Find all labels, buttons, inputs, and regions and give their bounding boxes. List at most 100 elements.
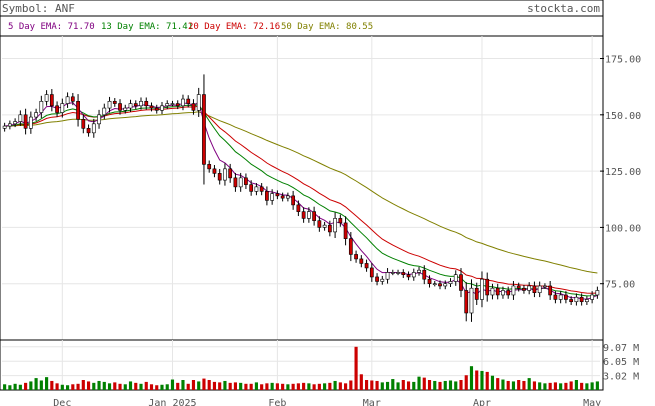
volume-bar xyxy=(480,370,484,390)
candle-body xyxy=(485,278,490,296)
volume-axis: 3.02 M 6.05 M 9.07 M xyxy=(603,343,639,383)
volume-bar xyxy=(412,381,416,390)
y-tick-label: 75.00 xyxy=(605,280,635,291)
candle xyxy=(564,291,568,304)
candle xyxy=(338,214,343,227)
candle-body xyxy=(7,123,12,127)
candle xyxy=(76,94,80,127)
volume-bar xyxy=(464,375,468,390)
candle-body xyxy=(343,222,348,239)
candle-body xyxy=(55,105,59,113)
volume-bar xyxy=(223,380,227,390)
volume-bar xyxy=(286,384,290,390)
volume-bar xyxy=(459,380,463,390)
candle xyxy=(427,275,432,288)
candle-body xyxy=(165,103,170,107)
volume-bar xyxy=(359,374,363,390)
candle-body xyxy=(275,193,280,197)
volume-bar xyxy=(24,382,28,390)
volume-bar xyxy=(485,371,489,390)
candles xyxy=(2,74,600,322)
candle xyxy=(485,272,490,302)
volume-bar xyxy=(344,383,348,390)
volume-bar xyxy=(65,385,70,390)
candle-body xyxy=(432,283,437,286)
volume-bar xyxy=(417,376,421,390)
volume-bar xyxy=(433,380,437,390)
candle xyxy=(175,100,180,110)
volume-bar xyxy=(406,381,411,390)
candle-body xyxy=(39,101,44,113)
volume-bar xyxy=(427,380,432,390)
volume-bar xyxy=(207,380,211,390)
volume-bar xyxy=(92,382,96,390)
x-tick-label: Feb xyxy=(268,398,286,406)
candle-body xyxy=(238,177,243,188)
candle xyxy=(432,281,437,287)
volume-bar xyxy=(18,384,22,390)
candle xyxy=(495,283,500,300)
candle-body xyxy=(396,272,400,274)
candle xyxy=(327,220,332,237)
candle xyxy=(459,268,463,298)
candle xyxy=(390,269,395,276)
candle xyxy=(585,296,589,305)
candle xyxy=(422,265,427,285)
candle xyxy=(595,286,600,299)
candle xyxy=(217,168,222,185)
candle xyxy=(154,104,159,114)
candle-body xyxy=(60,103,65,113)
volume-bar xyxy=(296,383,300,390)
candle xyxy=(212,165,217,178)
candle-body xyxy=(81,119,86,129)
candle-body xyxy=(97,114,101,125)
legend-ema20: 20 Day EMA: 72.16 xyxy=(188,22,280,32)
candle-body xyxy=(369,267,374,278)
candle xyxy=(186,95,191,108)
candle-body xyxy=(149,105,154,109)
volume-bar xyxy=(574,380,578,390)
candle-body xyxy=(532,285,537,294)
header-bar xyxy=(0,0,604,17)
x-tick-label: Apr xyxy=(473,398,491,406)
candle xyxy=(202,74,206,185)
volume-bar xyxy=(260,384,264,390)
volume-bar xyxy=(522,380,526,390)
candle xyxy=(223,163,227,186)
candle-body xyxy=(18,114,23,122)
candle xyxy=(522,284,526,294)
candle-body xyxy=(438,283,442,287)
volume-bar xyxy=(281,383,285,390)
volume-bar xyxy=(380,382,384,390)
candle-body xyxy=(170,103,175,105)
volume-bar xyxy=(328,382,332,390)
candle-body xyxy=(338,218,343,224)
volume-bar xyxy=(197,381,201,390)
volume-bar xyxy=(422,377,426,390)
candle-body xyxy=(448,281,453,285)
candle xyxy=(411,268,416,281)
symbol-label: Symbol: ANF xyxy=(2,2,75,15)
candle-body xyxy=(443,283,448,287)
candle-body xyxy=(411,272,416,278)
candle xyxy=(579,293,584,306)
volume-bar xyxy=(149,384,154,390)
volume-bar xyxy=(270,382,274,390)
candle-body xyxy=(212,168,217,174)
candle-body xyxy=(306,211,311,219)
candle xyxy=(238,172,243,192)
volume-bar xyxy=(50,380,54,390)
volume-bar xyxy=(45,377,49,390)
candle xyxy=(44,90,49,106)
x-tick-label: Jan 2025 xyxy=(148,398,196,406)
candle-body xyxy=(191,103,196,111)
volume-bar xyxy=(233,382,238,390)
candle xyxy=(527,282,532,295)
volume-bar xyxy=(113,382,117,390)
candle-body xyxy=(244,177,248,185)
candle xyxy=(322,221,327,231)
candle xyxy=(28,111,33,134)
y-tick-label: 150.00 xyxy=(605,111,641,122)
candle xyxy=(511,281,516,300)
volume-bar xyxy=(170,379,175,390)
